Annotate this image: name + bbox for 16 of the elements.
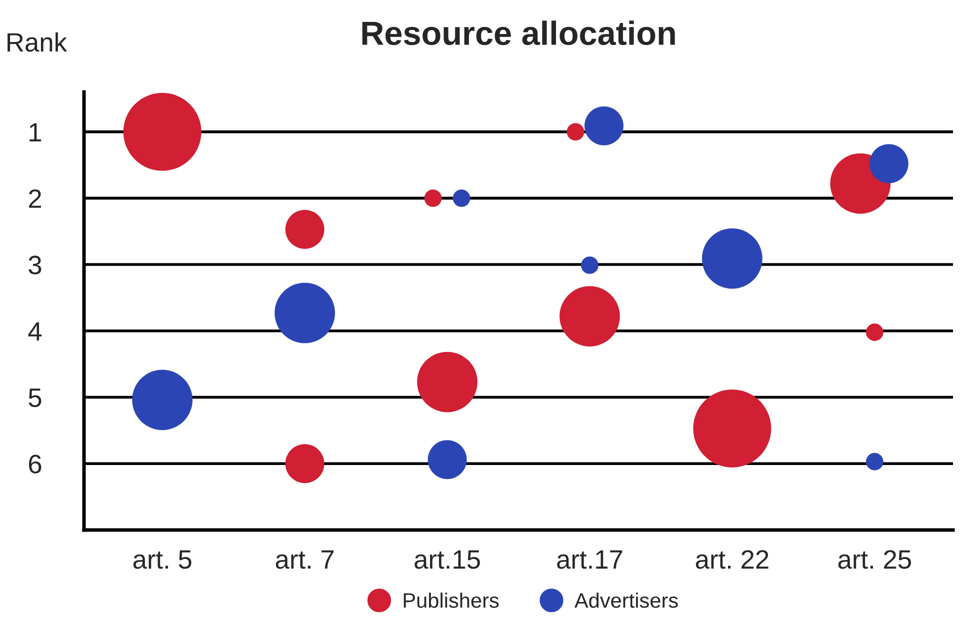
x-tick-label: art. 5 bbox=[133, 550, 192, 569]
y-axis-title: Rank bbox=[8, 32, 68, 52]
y-tick-label: 6 bbox=[29, 454, 42, 474]
chart-title: Resource allocation bbox=[362, 20, 675, 46]
legend-label: Publishers bbox=[404, 592, 499, 608]
x-tick-label: art. 22 bbox=[696, 550, 768, 569]
legend-label: Advertisers bbox=[574, 592, 678, 608]
y-tick-label: 4 bbox=[28, 322, 42, 340]
y-tick-label: 5 bbox=[28, 388, 42, 408]
x-tick-label: art.15 bbox=[414, 550, 480, 569]
y-tick-label: 1 bbox=[30, 123, 42, 142]
x-tick-label: art. 25 bbox=[838, 550, 911, 569]
y-tick-label: 2 bbox=[28, 189, 42, 208]
y-tick-label: 3 bbox=[28, 256, 42, 274]
x-tick-label: art. 7 bbox=[276, 550, 334, 569]
x-tick-label: art.17 bbox=[557, 550, 622, 569]
